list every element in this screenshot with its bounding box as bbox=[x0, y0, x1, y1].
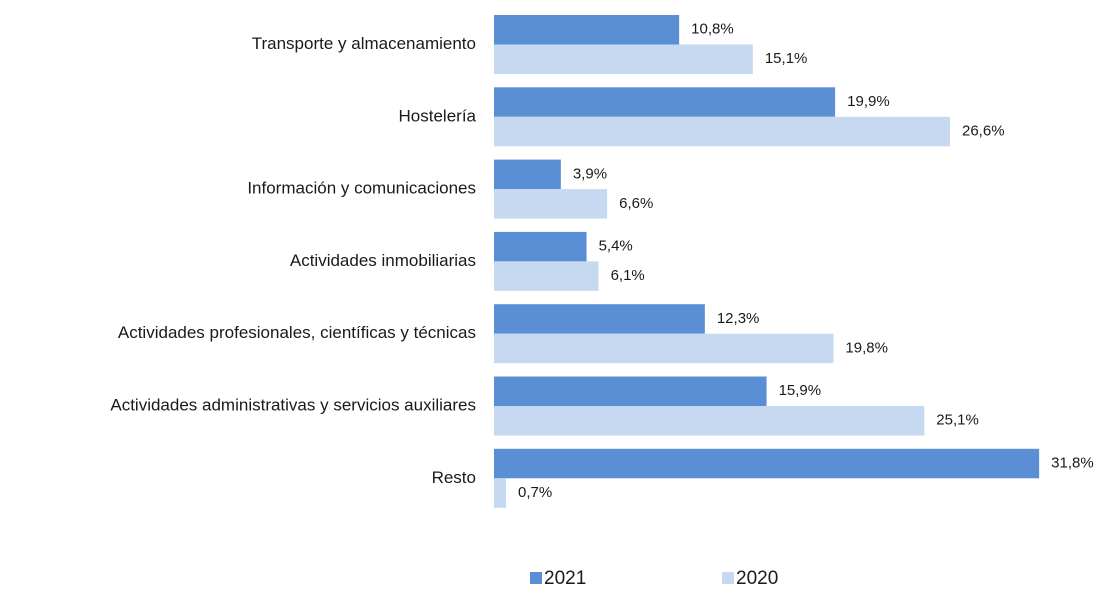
value-label: 12,3% bbox=[717, 310, 760, 327]
bar bbox=[494, 261, 599, 291]
bar bbox=[494, 376, 767, 406]
value-label: 15,9% bbox=[779, 382, 822, 399]
category-label: Resto bbox=[432, 468, 476, 487]
bar bbox=[494, 231, 587, 262]
legend-swatch bbox=[722, 572, 734, 584]
value-label: 31,8% bbox=[1051, 455, 1094, 472]
bar bbox=[494, 448, 1040, 479]
legend-label: 2021 bbox=[544, 568, 586, 589]
category-label: Información y comunicaciones bbox=[247, 179, 476, 198]
category-label: Transporte y almacenamiento bbox=[252, 34, 476, 53]
value-label: 5,4% bbox=[599, 238, 633, 255]
category-label: Actividades administrativas y servicios … bbox=[110, 395, 476, 414]
bar bbox=[494, 478, 506, 508]
value-label: 15,1% bbox=[765, 50, 808, 67]
bar bbox=[494, 87, 836, 117]
bar bbox=[494, 15, 680, 45]
bar bbox=[494, 189, 608, 219]
category-label: Actividades inmobiliarias bbox=[290, 251, 476, 270]
legend-label: 2020 bbox=[736, 568, 778, 589]
value-label: 26,6% bbox=[962, 123, 1005, 140]
value-label: 25,1% bbox=[936, 412, 979, 429]
value-label: 6,6% bbox=[619, 195, 653, 212]
bar bbox=[494, 44, 753, 74]
bar bbox=[494, 116, 950, 147]
value-label: 19,9% bbox=[847, 93, 890, 110]
legend-swatch bbox=[530, 572, 542, 584]
value-label: 19,8% bbox=[845, 339, 888, 356]
bar bbox=[494, 304, 705, 334]
value-label: 0,7% bbox=[518, 484, 552, 501]
category-label: Actividades profesionales, científicas y… bbox=[118, 323, 476, 342]
value-label: 10,8% bbox=[691, 21, 734, 38]
value-label: 6,1% bbox=[611, 267, 645, 284]
value-label: 3,9% bbox=[573, 165, 607, 182]
bar bbox=[494, 333, 834, 364]
bar bbox=[494, 159, 561, 190]
category-label: Hostelería bbox=[399, 106, 477, 125]
bar bbox=[494, 406, 925, 436]
